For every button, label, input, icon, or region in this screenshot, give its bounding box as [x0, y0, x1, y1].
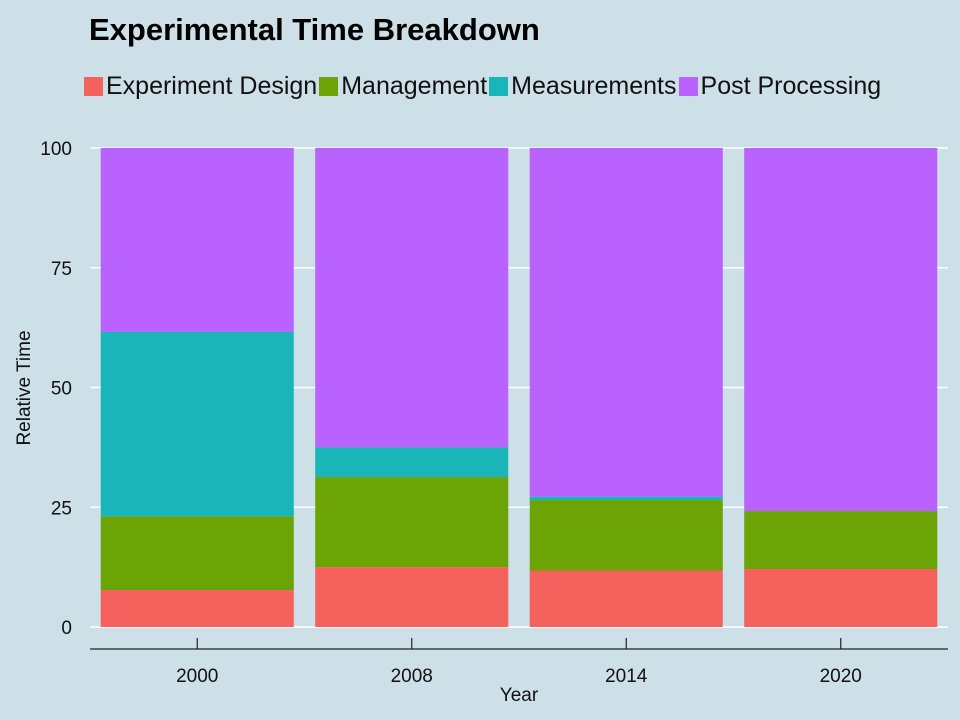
- bar-segment: [744, 569, 938, 627]
- legend-key-measurements: [489, 76, 509, 96]
- bar-segment: [315, 477, 509, 568]
- y-tick-label: 75: [51, 259, 72, 280]
- y-axis: 0 25 50 75 100: [40, 139, 72, 639]
- y-tick-label: 100: [40, 139, 72, 160]
- x-tick-label: 2020: [820, 666, 862, 687]
- bar-segment: [100, 516, 294, 591]
- bar-segment: [744, 511, 938, 570]
- bar-segment: [100, 590, 294, 627]
- legend-key-management: [319, 76, 339, 96]
- y-tick-label: 0: [61, 618, 72, 639]
- legend-item-post-processing: Post Processing: [678, 71, 884, 101]
- x-tick-label: 2014: [605, 666, 648, 687]
- y-axis-title: Relative Time: [14, 330, 35, 445]
- y-tick-label: 50: [51, 379, 72, 400]
- legend-label: Measurements: [511, 71, 677, 100]
- bar-segment: [529, 570, 723, 627]
- x-axis-title: Year: [500, 685, 539, 706]
- bar-segment: [315, 447, 509, 478]
- legend-item-management: Management: [319, 72, 489, 101]
- legend-key-experiment-design: [84, 76, 103, 96]
- legend-label: Management: [341, 71, 488, 100]
- y-tick-label: 25: [51, 498, 72, 519]
- legend-item-measurements: Measurements: [489, 72, 678, 101]
- chart-title: Experimental Time Breakdown: [89, 12, 540, 47]
- bar-segment: [529, 496, 723, 501]
- bar-segment: [744, 148, 938, 512]
- bar-segment: [315, 567, 509, 627]
- bar-segment: [100, 148, 294, 332]
- bar-segment: [100, 331, 294, 517]
- bar-segment: [315, 148, 509, 448]
- x-axis: 2000 2008 2014 2020: [90, 638, 948, 687]
- x-tick-label: 2000: [176, 666, 218, 687]
- bar-segment: [529, 148, 723, 497]
- bar-segment: [529, 500, 723, 571]
- legend-item-experiment-design: Experiment Design: [84, 72, 319, 101]
- x-tick-label: 2008: [391, 666, 433, 687]
- legend-label: Experiment Design: [106, 71, 318, 100]
- legend: Experiment Design Management Measurement…: [84, 70, 883, 102]
- bars: [100, 148, 938, 627]
- legend-key-post-processing: [678, 76, 698, 96]
- legend-label: Post Processing: [700, 71, 882, 100]
